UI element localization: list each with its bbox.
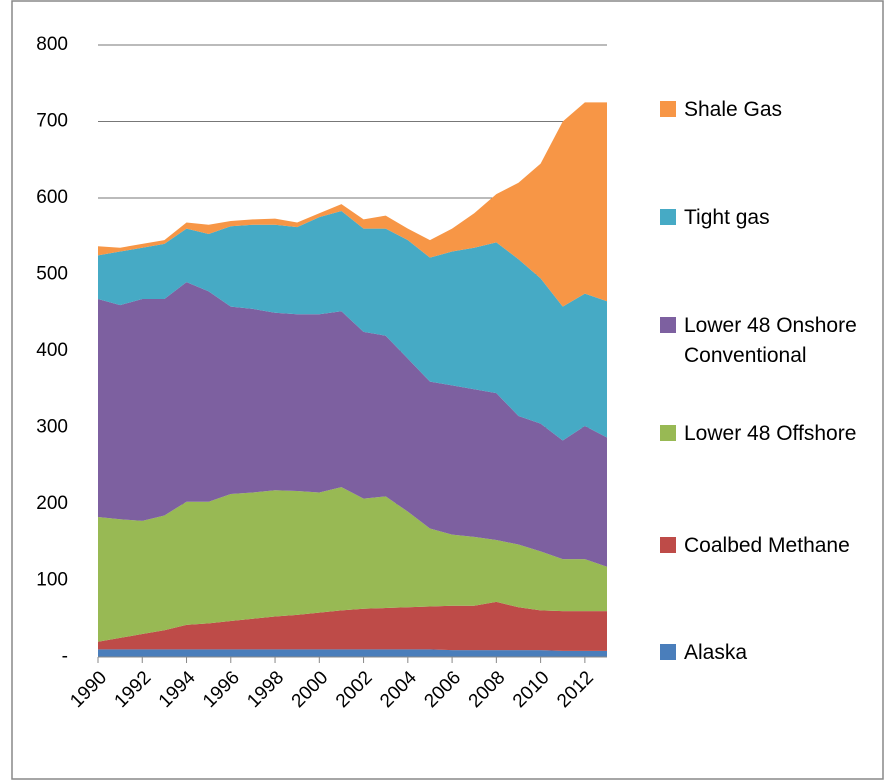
legend-swatch	[660, 644, 676, 660]
frame	[11, 0, 884, 780]
legend-swatch	[660, 425, 676, 441]
y-tick-label: 200	[36, 493, 68, 514]
x-tick-label: 2008	[465, 667, 510, 712]
legend-label: Alaska	[684, 641, 748, 664]
legend-label: Coalbed Methane	[684, 534, 850, 557]
legend-swatch	[660, 101, 676, 117]
legend-item: Tight gas	[660, 203, 884, 233]
x-tick-label: 1996	[199, 667, 244, 712]
legend-label: Lower 48 Onshore Conventional	[684, 314, 857, 367]
legend-label: Shale Gas	[684, 98, 783, 121]
x-tick-label: 1994	[155, 667, 200, 712]
x-tick-label: 2004	[376, 667, 421, 712]
legend-label: Lower 48 Offshore	[684, 422, 857, 445]
y-tick-label: 700	[36, 111, 68, 132]
y-tick-label: 800	[36, 34, 68, 55]
legend-item: Alaska	[660, 638, 884, 668]
legend-item: Lower 48 Onshore Conventional	[660, 311, 884, 371]
x-tick-label: 2010	[509, 667, 554, 712]
area	[98, 601, 607, 651]
x-tick-label: 1990	[66, 667, 111, 712]
area	[98, 102, 607, 307]
legend-item: Shale Gas	[660, 95, 884, 125]
legend-label: Tight gas	[684, 206, 770, 229]
area	[98, 487, 607, 642]
x-tick-label: 2012	[553, 667, 598, 712]
y-tick-label: 100	[36, 570, 68, 591]
x-tick-label: 1998	[243, 667, 288, 712]
x-tick-label: 2002	[332, 667, 377, 712]
legend-swatch	[660, 209, 676, 225]
y-tick-label: 500	[36, 264, 68, 285]
x-tick-label: 2006	[420, 667, 465, 712]
legend-swatch	[660, 537, 676, 553]
legend-item: Coalbed Methane	[660, 531, 884, 561]
area	[98, 282, 607, 567]
y-tick-label: 600	[36, 187, 68, 208]
x-tick-label: 1992	[111, 667, 156, 712]
y-tick-label: 300	[36, 417, 68, 438]
area	[98, 211, 607, 441]
x-tick-label: 2000	[288, 667, 333, 712]
legend-swatch	[660, 317, 676, 333]
area	[98, 649, 607, 657]
legend-item: Lower 48 Offshore	[660, 419, 884, 449]
y-tick-label: 400	[36, 340, 68, 361]
y-tick-label: -	[62, 646, 68, 667]
